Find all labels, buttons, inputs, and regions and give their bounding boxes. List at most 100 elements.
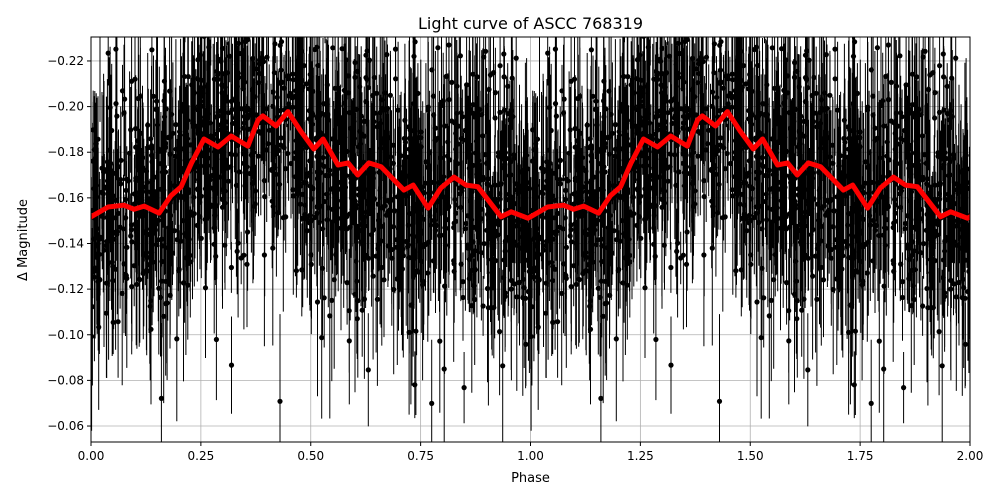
data-point <box>459 188 465 194</box>
data-point <box>413 148 419 154</box>
data-point <box>943 197 949 203</box>
data-point <box>737 201 743 207</box>
data-point <box>603 106 609 112</box>
data-point <box>924 181 930 187</box>
data-point <box>579 155 585 161</box>
data-point <box>566 150 572 156</box>
data-point <box>681 183 688 189</box>
data-point <box>476 157 482 164</box>
data-point <box>693 112 699 118</box>
data-point <box>406 146 412 152</box>
data-point <box>429 179 435 185</box>
data-point <box>731 155 738 161</box>
data-point <box>674 142 680 149</box>
data-point <box>857 230 863 237</box>
data-point <box>466 154 473 160</box>
data-point <box>324 217 330 223</box>
data-point <box>91 127 96 133</box>
data-point <box>573 240 579 246</box>
data-point <box>940 51 946 57</box>
data-point <box>940 145 946 151</box>
data-point <box>163 144 169 150</box>
data-point <box>240 125 246 131</box>
data-point <box>217 174 223 180</box>
data-point <box>872 207 878 213</box>
data-point <box>738 48 744 55</box>
data-point <box>207 202 214 208</box>
data-point <box>787 173 793 179</box>
data-point <box>154 122 161 128</box>
data-point <box>205 111 212 117</box>
data-point <box>648 5 653 10</box>
data-point <box>511 238 517 245</box>
data-point <box>129 78 135 84</box>
data-point <box>885 42 892 48</box>
data-point <box>961 285 967 291</box>
data-point <box>153 106 159 112</box>
data-point <box>730 77 736 83</box>
data-point <box>385 243 391 249</box>
data-point <box>857 129 863 135</box>
data-point <box>235 142 241 149</box>
data-point <box>635 126 641 132</box>
data-point <box>692 94 698 100</box>
data-point <box>835 226 841 232</box>
data-point <box>344 280 350 286</box>
data-point <box>898 110 904 116</box>
data-point <box>710 203 716 209</box>
data-point <box>638 235 644 241</box>
data-point <box>927 220 933 226</box>
data-point <box>638 193 644 199</box>
data-point <box>921 241 927 247</box>
data-point <box>520 234 526 240</box>
data-point <box>574 138 580 144</box>
data-point <box>920 303 926 309</box>
data-point <box>412 382 418 388</box>
data-point <box>455 123 461 129</box>
data-point <box>642 186 648 192</box>
data-point <box>245 126 251 132</box>
data-point <box>505 83 511 89</box>
data-point <box>136 276 142 282</box>
x-tick-label: 1.75 <box>847 449 874 463</box>
data-point <box>122 96 128 102</box>
data-point <box>389 246 395 253</box>
data-point <box>297 183 303 189</box>
data-point <box>112 215 118 221</box>
data-point <box>307 158 313 164</box>
data-point <box>966 268 970 274</box>
data-point <box>167 182 173 188</box>
data-point <box>207 120 213 126</box>
data-point <box>874 45 881 51</box>
data-point <box>485 305 491 311</box>
data-point <box>560 226 566 232</box>
data-point <box>411 175 417 181</box>
data-point <box>822 143 828 149</box>
data-point <box>795 144 801 150</box>
data-point <box>659 119 665 125</box>
data-point <box>783 2 788 7</box>
data-point <box>662 125 668 131</box>
data-point <box>176 154 182 160</box>
data-point <box>817 145 824 151</box>
data-point <box>411 160 417 166</box>
data-point <box>491 305 497 311</box>
data-point <box>743 180 749 186</box>
data-point <box>884 139 890 145</box>
data-point <box>351 135 358 142</box>
data-point <box>468 146 474 152</box>
data-point <box>363 223 369 229</box>
data-point <box>418 144 424 150</box>
data-point <box>818 205 824 211</box>
data-point <box>205 10 210 15</box>
data-point <box>469 189 475 195</box>
data-point <box>387 92 393 98</box>
data-point <box>397 191 403 197</box>
data-point <box>758 111 764 117</box>
data-point <box>618 146 624 152</box>
data-point <box>890 258 896 264</box>
data-point <box>664 70 670 76</box>
data-point <box>306 86 312 92</box>
data-point <box>676 50 683 57</box>
data-point <box>798 113 804 119</box>
